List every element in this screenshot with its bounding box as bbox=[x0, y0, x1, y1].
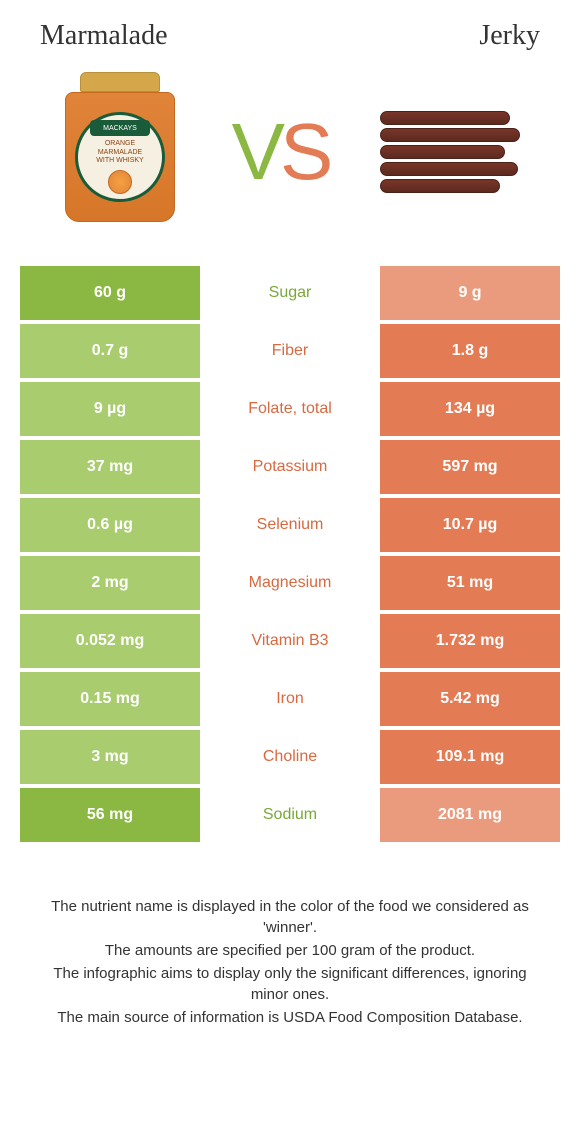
table-row: 0.15 mgIron5.42 mg bbox=[20, 672, 560, 726]
header: Marmalade Jerky bbox=[20, 20, 560, 52]
jar-text-2: MARMALADE bbox=[98, 149, 142, 157]
right-food-title: Jerky bbox=[479, 20, 540, 52]
table-row: 3 mgCholine109.1 mg bbox=[20, 730, 560, 784]
left-value-cell: 0.6 µg bbox=[20, 498, 200, 552]
nutrient-label-cell: Choline bbox=[200, 730, 380, 784]
nutrient-label-cell: Magnesium bbox=[200, 556, 380, 610]
images-row: MACKAYS ORANGE MARMALADE WITH WHISKY VS bbox=[20, 72, 560, 232]
table-row: 2 mgMagnesium51 mg bbox=[20, 556, 560, 610]
nutrient-label-cell: Selenium bbox=[200, 498, 380, 552]
right-value-cell: 51 mg bbox=[380, 556, 560, 610]
table-row: 0.6 µgSelenium10.7 µg bbox=[20, 498, 560, 552]
nutrient-label-cell: Potassium bbox=[200, 440, 380, 494]
right-value-cell: 597 mg bbox=[380, 440, 560, 494]
table-row: 60 gSugar9 g bbox=[20, 266, 560, 320]
nutrient-label-cell: Sugar bbox=[200, 266, 380, 320]
right-value-cell: 109.1 mg bbox=[380, 730, 560, 784]
footer-notes: The nutrient name is displayed in the co… bbox=[20, 896, 560, 1028]
jar-brand-label: MACKAYS bbox=[90, 120, 150, 136]
right-value-cell: 5.42 mg bbox=[380, 672, 560, 726]
left-food-title: Marmalade bbox=[40, 20, 168, 52]
table-row: 0.7 gFiber1.8 g bbox=[20, 324, 560, 378]
left-value-cell: 37 mg bbox=[20, 440, 200, 494]
table-row: 56 mgSodium2081 mg bbox=[20, 788, 560, 842]
footer-line-1: The nutrient name is displayed in the co… bbox=[40, 896, 540, 938]
left-value-cell: 0.052 mg bbox=[20, 614, 200, 668]
orange-icon bbox=[108, 170, 132, 194]
vs-s: S bbox=[280, 107, 328, 196]
footer-line-2: The amounts are specified per 100 gram o… bbox=[40, 940, 540, 961]
table-row: 37 mgPotassium597 mg bbox=[20, 440, 560, 494]
nutrient-label-cell: Folate, total bbox=[200, 382, 380, 436]
left-value-cell: 3 mg bbox=[20, 730, 200, 784]
marmalade-jar-icon: MACKAYS ORANGE MARMALADE WITH WHISKY bbox=[60, 72, 180, 232]
nutrient-label-cell: Sodium bbox=[200, 788, 380, 842]
left-value-cell: 9 µg bbox=[20, 382, 200, 436]
right-value-cell: 1.732 mg bbox=[380, 614, 560, 668]
footer-line-3: The infographic aims to display only the… bbox=[40, 963, 540, 1005]
jerky-icon bbox=[380, 107, 520, 197]
vs-v: V bbox=[232, 107, 280, 196]
nutrient-label-cell: Iron bbox=[200, 672, 380, 726]
left-value-cell: 56 mg bbox=[20, 788, 200, 842]
jar-text-3: WITH WHISKY bbox=[96, 157, 143, 165]
nutrient-table: 60 gSugar9 g0.7 gFiber1.8 g9 µgFolate, t… bbox=[20, 262, 560, 846]
right-value-cell: 1.8 g bbox=[380, 324, 560, 378]
jar-text-1: ORANGE bbox=[105, 140, 135, 148]
left-value-cell: 2 mg bbox=[20, 556, 200, 610]
left-value-cell: 60 g bbox=[20, 266, 200, 320]
left-value-cell: 0.15 mg bbox=[20, 672, 200, 726]
table-row: 9 µgFolate, total134 µg bbox=[20, 382, 560, 436]
right-value-cell: 10.7 µg bbox=[380, 498, 560, 552]
left-value-cell: 0.7 g bbox=[20, 324, 200, 378]
table-row: 0.052 mgVitamin B31.732 mg bbox=[20, 614, 560, 668]
right-value-cell: 2081 mg bbox=[380, 788, 560, 842]
right-value-cell: 134 µg bbox=[380, 382, 560, 436]
nutrient-label-cell: Vitamin B3 bbox=[200, 614, 380, 668]
footer-line-4: The main source of information is USDA F… bbox=[40, 1007, 540, 1028]
nutrient-label-cell: Fiber bbox=[200, 324, 380, 378]
right-value-cell: 9 g bbox=[380, 266, 560, 320]
vs-label: VS bbox=[232, 106, 329, 198]
